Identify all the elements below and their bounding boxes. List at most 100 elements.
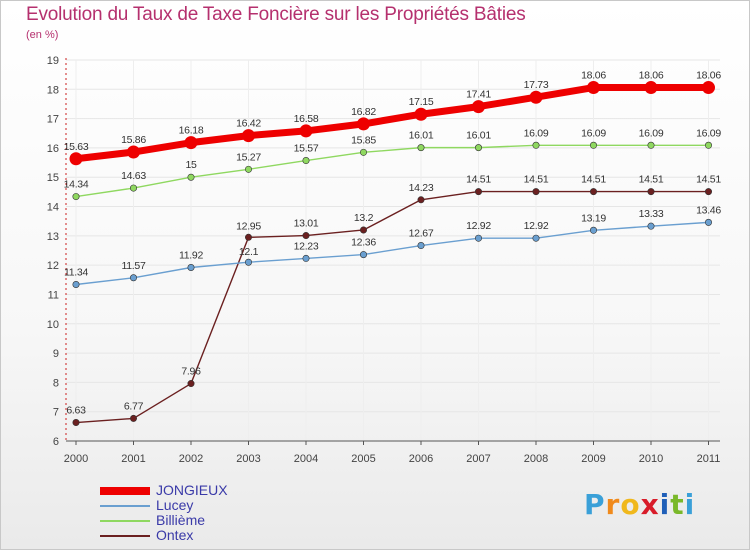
- data-point: [299, 124, 313, 138]
- data-point: [359, 148, 367, 156]
- y-tick-label: 11: [48, 289, 59, 301]
- y-tick-label: 10: [47, 319, 59, 331]
- data-label: 14.51: [696, 174, 721, 186]
- data-point: [532, 234, 540, 242]
- data-point: [474, 188, 482, 196]
- data-label: 12.92: [524, 220, 549, 232]
- legend-label: Billième: [156, 512, 206, 528]
- data-label: 12.67: [409, 228, 434, 240]
- data-label: 13.33: [639, 208, 664, 220]
- data-point: [589, 188, 597, 196]
- data-label: 16.01: [466, 130, 491, 142]
- data-point: [302, 254, 310, 262]
- data-label: 16.82: [351, 106, 376, 118]
- data-label: 12.36: [351, 237, 376, 249]
- data-point: [359, 226, 367, 234]
- legend-label: Ontex: [156, 527, 194, 543]
- data-point: [130, 274, 138, 282]
- data-point: [587, 81, 600, 95]
- data-label: 16.01: [409, 130, 434, 142]
- y-tick-label: 9: [53, 348, 59, 360]
- data-point: [702, 81, 715, 95]
- y-tick-label: 6: [53, 436, 59, 448]
- data-label: 16.09: [581, 127, 606, 139]
- logo-letter: o: [620, 488, 641, 521]
- legend-swatch: [100, 487, 150, 495]
- y-tick-label: 14: [47, 202, 59, 214]
- data-point: [647, 188, 655, 196]
- data-label: 15.86: [121, 134, 146, 146]
- data-label: 14.51: [466, 174, 491, 186]
- data-point: [417, 242, 425, 250]
- data-label: 15.27: [236, 151, 261, 163]
- data-label: 18.06: [581, 70, 606, 82]
- data-label: 14.51: [639, 174, 664, 186]
- legend-label: JONGIEUX: [156, 482, 228, 498]
- logo-letter: P: [584, 488, 606, 521]
- data-point: [414, 107, 428, 121]
- data-point: [357, 117, 370, 131]
- logo-letter: i: [659, 488, 671, 521]
- y-tick-label: 8: [53, 377, 59, 389]
- data-point: [72, 193, 80, 201]
- data-label: 11.34: [64, 266, 88, 278]
- data-label: 17.15: [409, 96, 434, 108]
- legend-swatch: [100, 520, 150, 522]
- legend-label: Lucey: [156, 497, 194, 513]
- data-point: [127, 145, 140, 159]
- data-label: 16.09: [639, 127, 664, 139]
- data-label: 12.95: [236, 220, 261, 232]
- data-label: 13.19: [581, 212, 606, 224]
- data-point: [72, 280, 80, 288]
- proxiti-logo: Proxiti: [584, 488, 695, 521]
- y-tick-label: 13: [47, 231, 59, 243]
- data-point: [187, 380, 195, 388]
- data-label: 18.06: [696, 70, 721, 82]
- data-point: [704, 141, 712, 149]
- data-point: [474, 234, 482, 242]
- data-label: 14.63: [121, 170, 146, 182]
- x-tick-label: 2010: [639, 453, 663, 465]
- data-point: [589, 141, 597, 149]
- logo-letter: x: [640, 488, 660, 521]
- x-tick-label: 2008: [524, 453, 548, 465]
- data-label: 15: [185, 159, 197, 171]
- series-line-jongieux: [72, 84, 712, 163]
- series-line-lucey: [75, 221, 710, 286]
- x-tick-label: 2007: [466, 453, 490, 465]
- data-label: 7.96: [181, 366, 201, 378]
- x-tick-label: 2009: [581, 453, 605, 465]
- data-point: [532, 188, 540, 196]
- data-label: 15.57: [294, 143, 319, 155]
- data-point: [417, 144, 425, 152]
- data-label: 12.92: [466, 220, 491, 232]
- data-point: [529, 90, 543, 104]
- data-point: [184, 136, 198, 150]
- x-tick-label: 2011: [697, 453, 721, 465]
- data-label: 16.58: [294, 113, 319, 125]
- data-label: 12.1: [239, 246, 259, 258]
- y-tick-label: 18: [47, 84, 59, 96]
- data-label: 13.01: [294, 218, 319, 230]
- y-tick-label: 15: [47, 172, 59, 184]
- data-label: 6.63: [66, 405, 86, 417]
- y-tick-label: 17: [47, 114, 59, 126]
- data-label: 14.51: [524, 174, 549, 186]
- data-point: [245, 165, 253, 173]
- y-tick-label: 16: [47, 143, 59, 155]
- data-label: 14.23: [409, 182, 434, 194]
- data-point: [302, 232, 310, 240]
- data-label: 15.63: [64, 141, 89, 153]
- x-tick-label: 2003: [236, 453, 260, 465]
- data-point: [647, 141, 655, 149]
- logo-letter: r: [605, 488, 621, 521]
- data-point: [187, 173, 195, 181]
- data-label: 14.34: [64, 179, 89, 191]
- data-label: 18.06: [639, 70, 664, 82]
- logo-letter: t: [670, 488, 685, 521]
- data-label: 16.42: [236, 118, 261, 130]
- data-label: 16.09: [524, 127, 549, 139]
- data-point: [72, 419, 80, 427]
